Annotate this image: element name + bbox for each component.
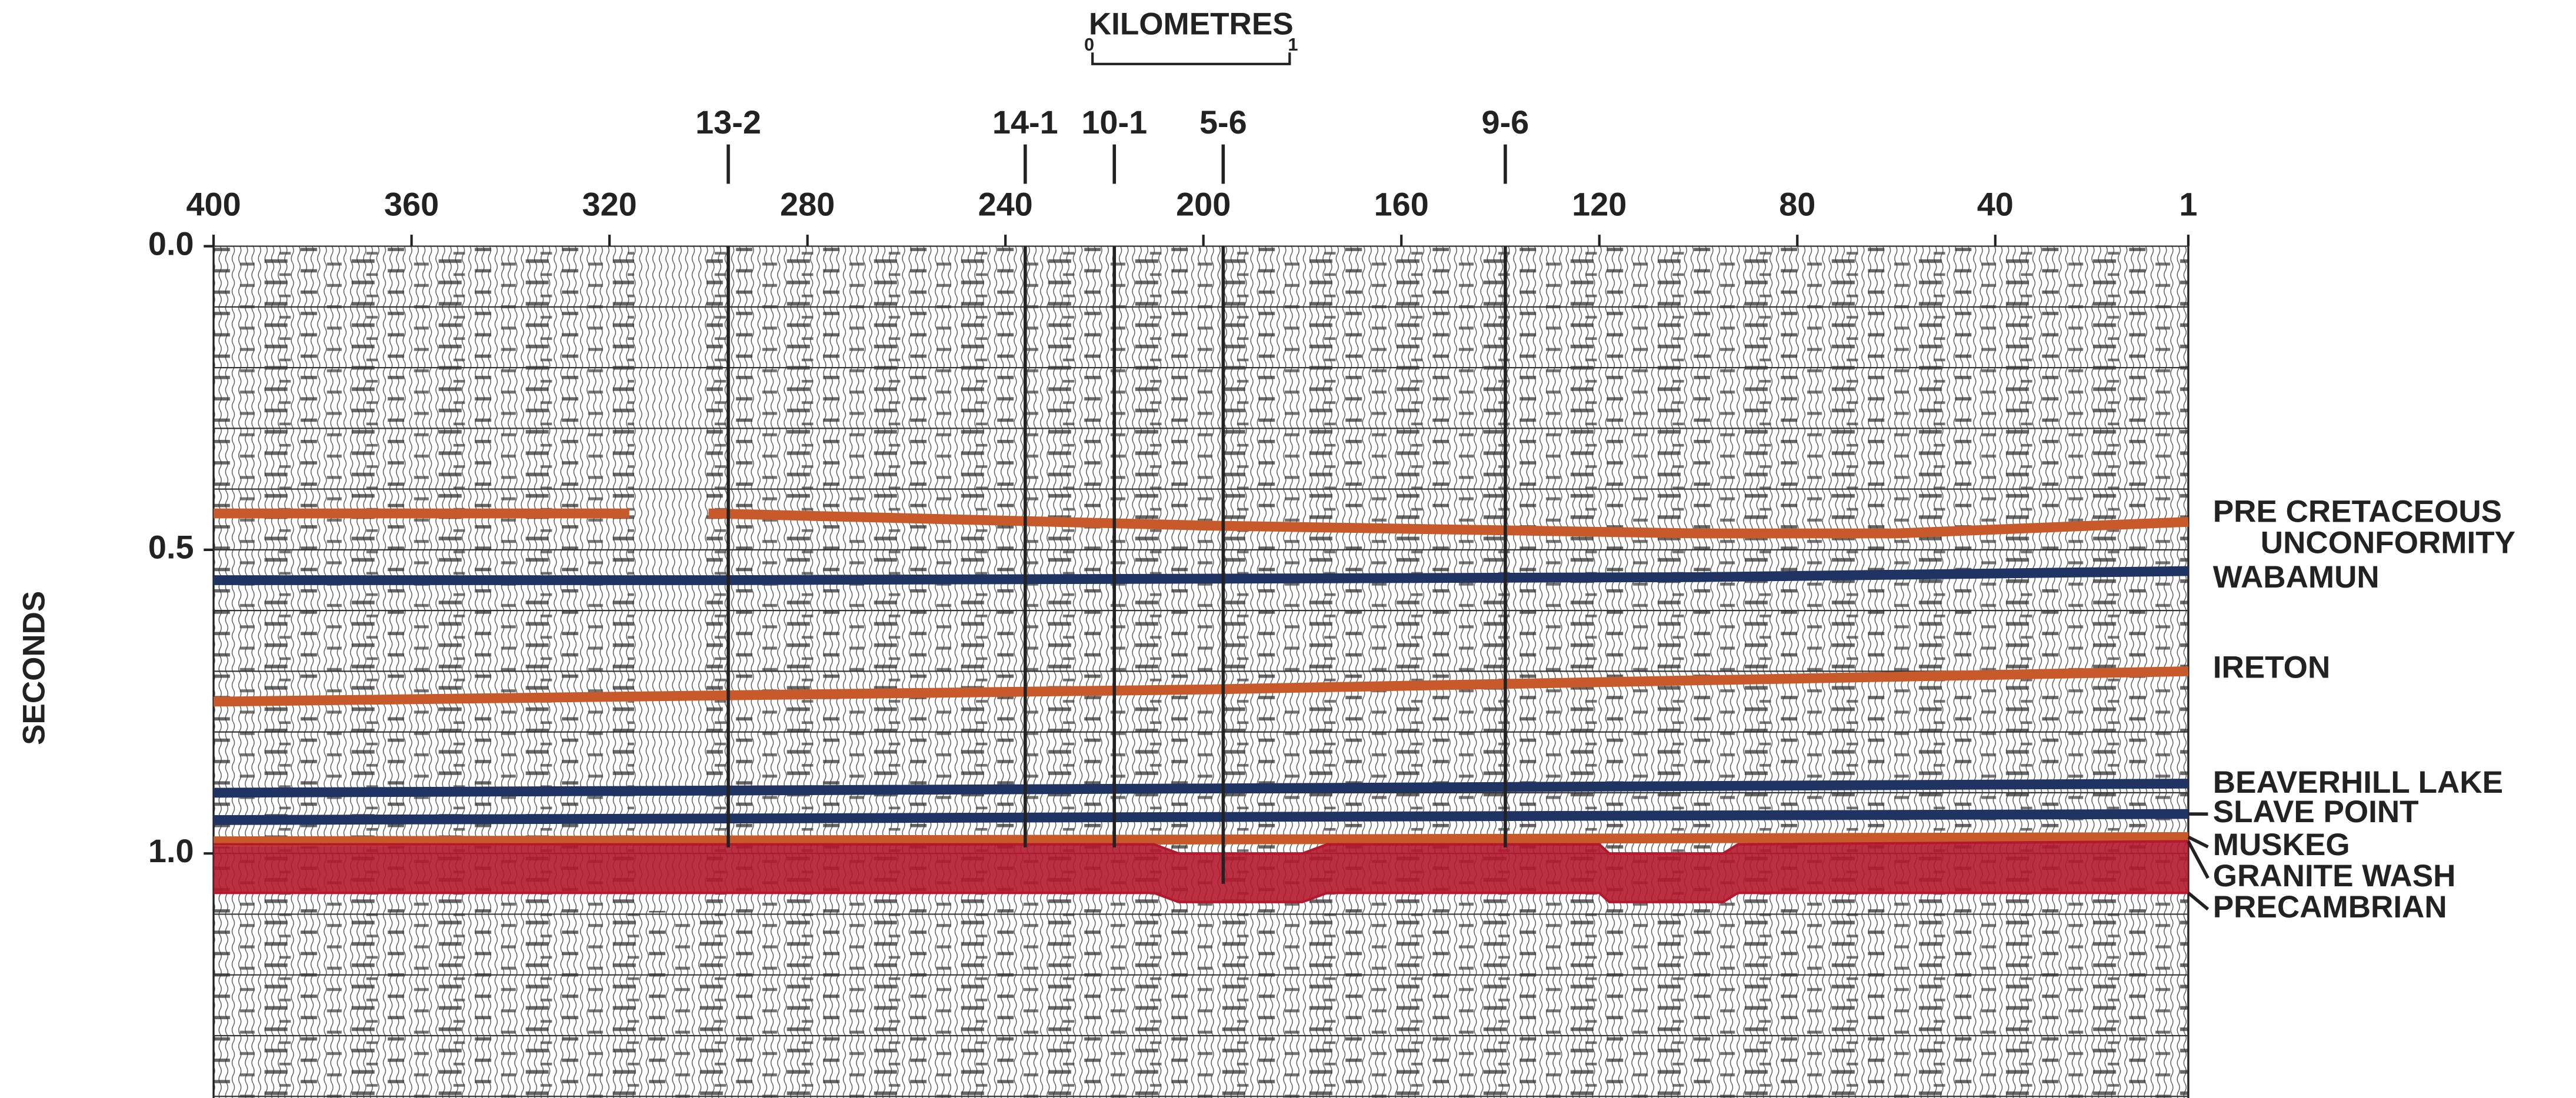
horizon-label: SLAVE POINT (2213, 795, 2419, 829)
well-label: 13-2 (695, 104, 761, 141)
x-tick-label: 40 (1977, 185, 2014, 222)
x-tick-label: 320 (582, 185, 637, 222)
well-label: 5-6 (1199, 104, 1247, 141)
x-tick-label: 400 (186, 185, 241, 222)
x-tick-label: 160 (1374, 185, 1429, 222)
y-tick-label: 0.0 (148, 225, 194, 262)
x-tick-label: 80 (1779, 185, 1815, 222)
scale-bar-tick: 0 (1084, 34, 1094, 55)
y-axis-label: SECONDS (16, 591, 51, 745)
label-leader (2188, 893, 2208, 909)
scale-bar (1092, 52, 1289, 64)
x-tick-label: 360 (384, 185, 439, 222)
horizon-line (214, 837, 2188, 841)
well-label: 9-6 (1482, 104, 1529, 141)
x-tick-label: 200 (1176, 185, 1231, 222)
well-label: 14-1 (992, 104, 1058, 141)
scale-bar-label: KILOMETRES (1089, 7, 1294, 42)
chart: KILOMETRES 0 1 SECONDS 0.0 0.5 1.0 400 360 32… (0, 0, 2576, 1098)
x-tick-label: 1 (2179, 185, 2197, 222)
page: {"chart_data": { "type": "line", "scale_… (0, 0, 2576, 1098)
horizon-label-line: PRE CRETACEOUS (2213, 495, 2502, 529)
horizon-label: GRANITE WASH (2213, 859, 2456, 893)
horizon-label: WABAMUN (2213, 560, 2380, 595)
horizon-label: IRETON (2213, 650, 2330, 685)
scale-bar-tick: 1 (1288, 34, 1298, 55)
x-tick-label: 280 (780, 185, 835, 222)
horizon-label: PRECAMBRIAN (2213, 890, 2447, 925)
x-tick-label: 120 (1572, 185, 1627, 222)
horizon-label: MUSKEG (2213, 827, 2350, 862)
horizon-label-line: UNCONFORMITY (2261, 526, 2515, 560)
x-tick-label: 240 (978, 185, 1033, 222)
y-tick-label: 1.0 (148, 832, 194, 869)
y-tick-label: 0.5 (148, 529, 194, 566)
horizon-line (214, 814, 2188, 820)
well-label: 10-1 (1081, 104, 1147, 141)
